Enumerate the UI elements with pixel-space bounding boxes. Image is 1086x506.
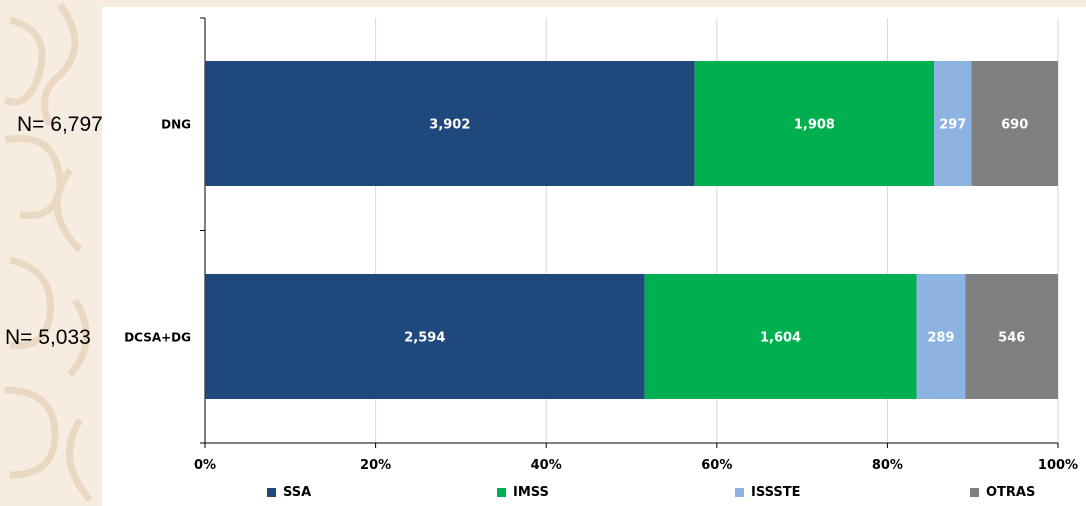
bar-segment-issste-2 <box>916 274 966 399</box>
data-label: 1,908 <box>794 118 835 133</box>
bar-segment-issste-1 <box>934 61 972 186</box>
category-label: DCSA+DG <box>124 331 191 345</box>
x-tick-label: 20% <box>360 458 391 473</box>
category-label: DNG <box>161 118 191 132</box>
data-label: 3,902 <box>429 118 470 133</box>
x-tick-label: 100% <box>1038 458 1078 473</box>
decorative-pattern <box>3 2 93 503</box>
data-label: 1,604 <box>760 331 801 346</box>
x-tick-label: 0% <box>194 458 216 473</box>
bar-segment-ssa-1 <box>205 61 695 186</box>
bar-segment-imss-2 <box>644 274 917 399</box>
data-label: 297 <box>939 118 966 133</box>
data-label: 2,594 <box>404 331 445 346</box>
legend-swatch-ssa <box>267 487 276 497</box>
total-label-dcsa-dg: N= 5,033 <box>5 326 91 349</box>
legend-item-imss: IMSS <box>497 483 549 501</box>
data-label: 690 <box>1001 118 1028 133</box>
bar-segment-imss-1 <box>694 61 935 186</box>
x-tick-label: 80% <box>872 458 903 473</box>
bar-segment-otras-2 <box>965 274 1058 399</box>
legend-label-otras: OTRAS <box>986 484 1036 500</box>
legend-label-ssa: SSA <box>283 484 312 500</box>
x-tick-label: 60% <box>701 458 732 473</box>
data-label: 289 <box>927 331 954 346</box>
data-label: 546 <box>998 331 1025 346</box>
legend-swatch-imss <box>497 487 506 497</box>
legend-label-imss: IMSS <box>513 484 549 500</box>
legend-swatch-otras <box>970 487 979 497</box>
legend-item-otras: OTRAS <box>970 483 1035 501</box>
bar-segment-otras-1 <box>971 61 1058 186</box>
legend-item-issste: ISSSTE <box>735 483 801 501</box>
legend-item-ssa: SSA <box>267 483 311 501</box>
total-label-dng: N= 6,797 <box>17 113 103 136</box>
legend-swatch-issste <box>735 487 744 497</box>
bar-segment-ssa-2 <box>205 274 645 399</box>
legend-label-issste: ISSSTE <box>751 484 801 500</box>
x-tick-label: 40% <box>531 458 562 473</box>
